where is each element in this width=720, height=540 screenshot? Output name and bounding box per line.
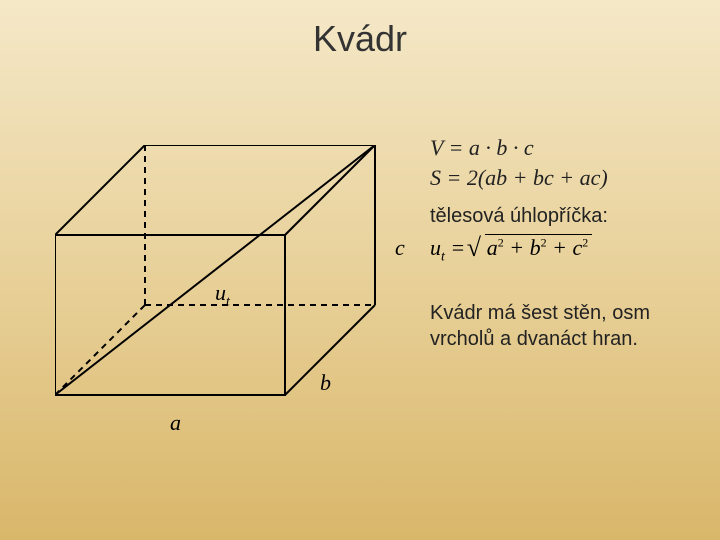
sqrt-icon: a2 + b2 + c2 xyxy=(471,235,592,261)
edge-hidden-bottom-left xyxy=(55,305,145,395)
volume-formula: V = a · b · c xyxy=(430,135,608,161)
label-b: b xyxy=(320,370,331,396)
formulas-block: V = a · b · c S = 2(ab + bc + ac) xyxy=(430,135,608,195)
front-face xyxy=(55,235,285,395)
edge-top-right xyxy=(285,145,375,235)
rad-plus2: + xyxy=(547,235,573,260)
label-c: c xyxy=(395,235,405,261)
label-a: a xyxy=(170,410,181,436)
sqrt-radicand: a2 + b2 + c2 xyxy=(485,234,592,260)
page-title: Kvádr xyxy=(0,0,720,60)
diagonal-label: tělesová úhlopříčka: xyxy=(430,205,608,228)
label-ut: ut xyxy=(215,280,230,310)
rad-c: c xyxy=(572,235,582,260)
space-diagonal xyxy=(55,145,375,395)
description-text: Kvádr má šest stěn, osm vrcholů a dvanác… xyxy=(430,300,690,352)
surface-formula: S = 2(ab + bc + ac) xyxy=(430,165,608,191)
rad-b: b xyxy=(530,235,541,260)
label-ut-var: u xyxy=(215,280,226,305)
rad-plus1: + xyxy=(504,235,530,260)
ut-lhs-var: u xyxy=(430,235,441,260)
diagonal-formula: ut = a2 + b2 + c2 xyxy=(430,235,592,265)
label-ut-sub: t xyxy=(226,294,230,309)
rad-c-exp: 2 xyxy=(582,236,588,250)
edge-top-left xyxy=(55,145,145,235)
rad-a: a xyxy=(487,235,498,260)
